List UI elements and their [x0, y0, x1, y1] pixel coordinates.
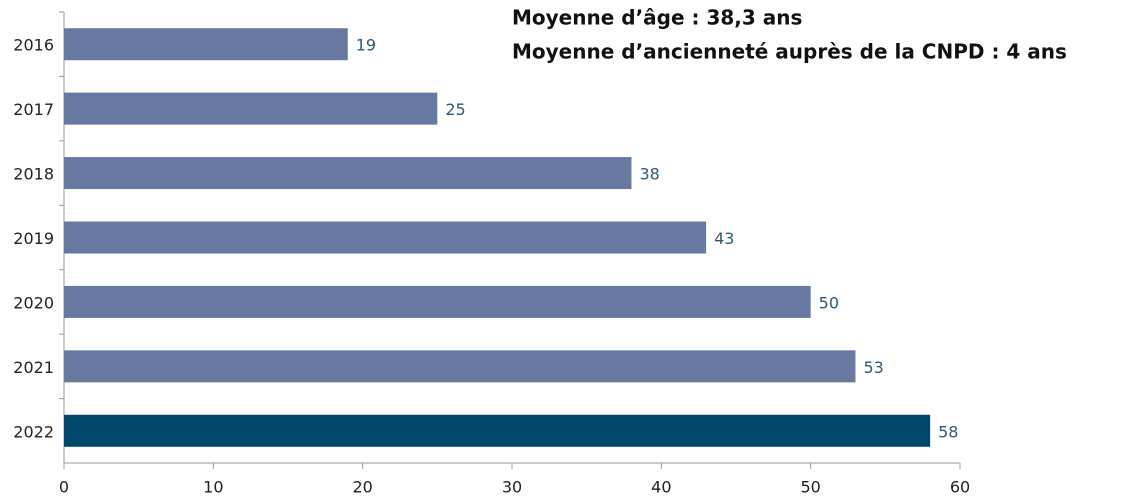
x-tick-label: 40: [651, 478, 671, 497]
bar: [64, 221, 707, 254]
bar: [64, 92, 438, 125]
bar: [64, 414, 931, 447]
x-tick-label: 30: [502, 478, 522, 497]
data-label: 25: [445, 100, 465, 119]
y-tick-label: 2022: [13, 422, 54, 441]
annotation: Moyenne d’ancienneté auprès de la CNPD :…: [512, 40, 1067, 64]
y-tick-label: 2017: [13, 100, 54, 119]
y-tick-label: 2021: [13, 358, 54, 377]
data-label: 19: [356, 36, 376, 55]
x-tick-label: 50: [800, 478, 820, 497]
x-tick-label: 60: [950, 478, 970, 497]
y-tick-label: 2020: [13, 293, 54, 312]
bar: [64, 285, 811, 318]
bar: [64, 350, 856, 383]
data-label: 38: [639, 165, 659, 184]
data-label: 53: [863, 358, 883, 377]
x-tick-label: 10: [203, 478, 223, 497]
data-label: 58: [938, 422, 958, 441]
x-tick-label: 0: [59, 478, 69, 497]
annotation: Moyenne d’âge : 38,3 ans: [512, 6, 802, 30]
data-label: 43: [714, 229, 734, 248]
y-tick-label: 2016: [13, 36, 54, 55]
data-label: 50: [819, 293, 839, 312]
bar: [64, 157, 632, 190]
bar: [64, 28, 348, 61]
x-tick-label: 20: [352, 478, 372, 497]
y-tick-label: 2019: [13, 229, 54, 248]
y-tick-label: 2018: [13, 165, 54, 184]
